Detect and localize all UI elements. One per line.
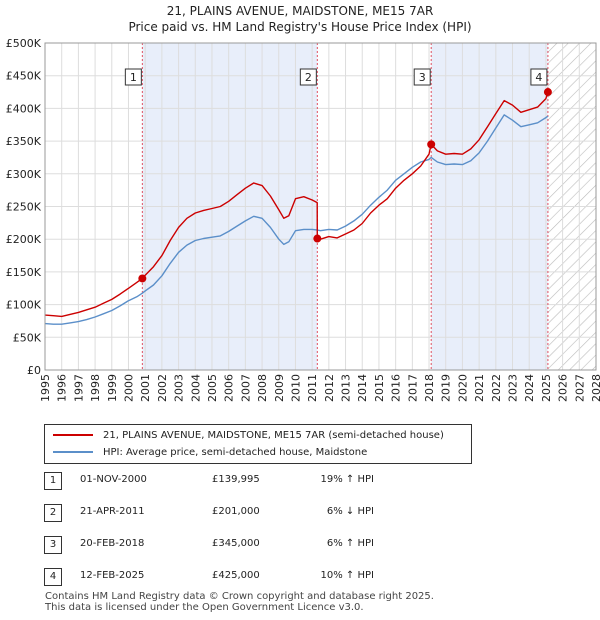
- chart-subtitle: Price paid vs. HM Land Registry's House …: [128, 20, 472, 34]
- x-tick-label: 2001: [139, 374, 152, 402]
- sale-row: 3 20-FEB-2018 £345,000 6% ↑ HPI: [44, 536, 444, 556]
- y-tick-label: £500K: [6, 37, 42, 50]
- sale-number-badge: 3: [44, 536, 62, 554]
- x-tick-label: 2022: [490, 374, 503, 402]
- sale-point: [427, 140, 436, 149]
- sale-label-box: [530, 68, 548, 86]
- sale-hpi-diff: 6% ↑ HPI: [326, 538, 374, 549]
- sale-date: 21-APR-2011: [80, 506, 145, 517]
- x-tick-label: 2010: [289, 374, 302, 402]
- x-tick-label: 2024: [523, 374, 536, 402]
- x-tick-label: 2012: [323, 374, 336, 402]
- y-tick-label: £350K: [6, 135, 42, 148]
- x-tick-label: 2002: [156, 374, 169, 402]
- sale-point: [138, 274, 147, 283]
- legend-property-label: 21, PLAINS AVENUE, MAIDSTONE, ME15 7AR (…: [103, 430, 444, 441]
- hpi-line: [44, 114, 549, 325]
- sale-date: 12-FEB-2025: [80, 570, 145, 581]
- legend-hpi-label: HPI: Average price, semi-detached house,…: [103, 447, 368, 458]
- sale-date: 20-FEB-2018: [80, 538, 145, 549]
- y-tick-label: £400K: [6, 102, 42, 115]
- sale-label: 1: [130, 71, 137, 84]
- x-tick-label: 2021: [473, 374, 486, 402]
- x-tick-label: 2008: [256, 374, 269, 402]
- footer: Contains HM Land Registry data © Crown c…: [45, 591, 434, 613]
- sale-label-box: [299, 68, 317, 86]
- x-tick-label: 2023: [507, 374, 520, 402]
- x-tick-label: 2028: [590, 374, 600, 402]
- legend-item-property: 21, PLAINS AVENUE, MAIDSTONE, ME15 7AR (…: [53, 428, 444, 444]
- sale-hpi-diff: 6% ↓ HPI: [326, 506, 374, 517]
- legend-hpi-swatch: [53, 451, 93, 453]
- x-tick-label: 2009: [273, 374, 286, 402]
- sale-row: 1 01-NOV-2000 £139,995 19% ↑ HPI: [44, 472, 444, 492]
- sale-row: 2 21-APR-2011 £201,000 6% ↓ HPI: [44, 504, 444, 524]
- sale-price: £201,000: [212, 506, 260, 517]
- sale-number-badge: 1: [44, 472, 62, 490]
- x-tick-label: 2005: [206, 374, 219, 402]
- x-tick-label: 2014: [356, 374, 369, 402]
- sale-price: £425,000: [212, 570, 260, 581]
- x-tick-label: 2027: [573, 374, 586, 402]
- footer-copyright: Contains HM Land Registry data © Crown c…: [45, 591, 434, 602]
- x-tick-label: 1999: [106, 374, 119, 402]
- chart-title: 21, PLAINS AVENUE, MAIDSTONE, ME15 7AR: [166, 4, 434, 18]
- x-tick-label: 1997: [72, 374, 85, 402]
- property-price-line: [44, 91, 549, 318]
- price-chart: 1 2 3 4 £0 £50K £100K £150K £200K £250K £300K £350K…: [6, 37, 600, 402]
- sale-hpi-diff: 10% ↑ HPI: [320, 570, 374, 581]
- legend-property-swatch: [53, 434, 93, 436]
- sale-label: 3: [419, 71, 426, 84]
- sale-label: 4: [535, 71, 542, 84]
- sale-price: £345,000: [212, 538, 260, 549]
- footer-licence: This data is licensed under the Open Gov…: [45, 602, 364, 613]
- x-tick-label: 1998: [89, 374, 102, 402]
- x-tick-label: 2013: [340, 374, 353, 402]
- x-tick-label: 2017: [406, 374, 419, 402]
- y-tick-label: £300K: [6, 168, 42, 181]
- sale-number-badge: 4: [44, 568, 62, 586]
- x-tick-label: 2000: [122, 374, 135, 402]
- y-tick-label: £150K: [6, 266, 42, 279]
- legend-item-hpi: HPI: Average price, semi-detached house,…: [53, 445, 367, 461]
- legend: 21, PLAINS AVENUE, MAIDSTONE, ME15 7AR (…: [44, 424, 472, 464]
- x-tick-label: 2006: [223, 374, 236, 402]
- x-tick-label: 2018: [423, 374, 436, 402]
- x-tick-label: 2007: [239, 374, 252, 402]
- sale-label-box: [124, 68, 142, 86]
- x-tick-label: 2003: [173, 374, 186, 402]
- sale-number-badge: 2: [44, 504, 62, 522]
- sale-label: 2: [305, 71, 312, 84]
- x-tick-label: 1996: [56, 374, 69, 402]
- x-tick-label: 2025: [540, 374, 553, 402]
- sale-point: [313, 234, 322, 243]
- x-tick-label: 2019: [440, 374, 453, 402]
- sale-date: 01-NOV-2000: [80, 474, 147, 485]
- x-tick-label: 2004: [189, 374, 202, 402]
- x-tick-label: 2016: [390, 374, 403, 402]
- sale-label-box: [413, 68, 431, 86]
- y-tick-label: £0: [27, 364, 41, 377]
- y-tick-label: £100K: [6, 299, 42, 312]
- sale-price: £139,995: [212, 474, 260, 485]
- x-tick-label: 1995: [39, 374, 52, 402]
- sale-hpi-diff: 19% ↑ HPI: [320, 474, 374, 485]
- y-tick-label: £50K: [13, 331, 42, 344]
- y-tick-label: £450K: [6, 70, 42, 83]
- y-tick-label: £200K: [6, 233, 42, 246]
- x-tick-label: 2026: [557, 374, 570, 402]
- x-tick-label: 2020: [456, 374, 469, 402]
- x-tick-label: 2015: [373, 374, 386, 402]
- x-tick-label: 2011: [306, 374, 319, 402]
- plot-border: [44, 42, 597, 371]
- sale-point: [543, 88, 552, 97]
- y-tick-label: £250K: [6, 201, 42, 214]
- sale-row: 4 12-FEB-2025 £425,000 10% ↑ HPI: [44, 568, 444, 588]
